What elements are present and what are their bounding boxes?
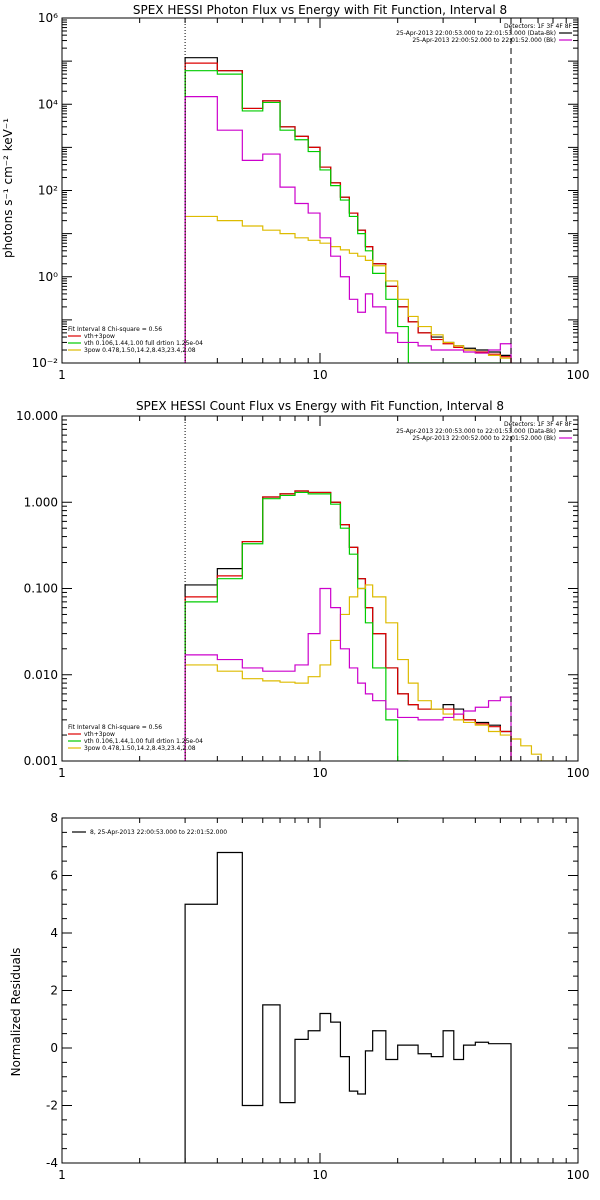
x-tick-label: 1 [58, 368, 66, 382]
x-tick-label: 10 [312, 1168, 327, 1182]
y-tick-label: 0 [50, 1041, 58, 1055]
y-tick-label: 2 [50, 984, 58, 998]
y-tick-label: 10² [38, 184, 58, 198]
legend-entry: 25-Apr-2013 22:00:53.000 to 22:01:53.000… [396, 30, 556, 37]
series-line [184, 491, 409, 761]
fit-legend-entry: vth+3pow [84, 333, 115, 340]
series-line [184, 584, 553, 761]
photon-flux-title: SPEX HESSI Photon Flux vs Energy with Fi… [133, 3, 507, 17]
fit-legend-entry: vth 0.106,1.44,1.00 full drtion 1.25e-04 [84, 340, 203, 347]
series-line [184, 490, 512, 761]
fit-legend-entry: 3pow 0.478,1.50,14.2,8.43,23.4,2.08 [84, 745, 196, 752]
series-line [184, 490, 512, 761]
fit-legend-header: Fit Interval 8 Chi-square = 0.56 [68, 724, 162, 731]
x-tick-label: 1 [58, 1168, 66, 1182]
y-tick-label: 10.000 [16, 409, 58, 423]
series-line [184, 70, 512, 363]
residuals-ylabel: Normalized Residuals [9, 948, 23, 1077]
legend-entry: 25-Apr-2013 22:00:52.000 to 22:01:52.000… [412, 37, 556, 44]
series-line [184, 96, 512, 363]
y-tick-label: 6 [50, 869, 58, 883]
photon-flux-ticks: 1 10 100 10⁶ 10⁴ 10² 10⁰ 10⁻² [32, 11, 590, 382]
y-tick-label: 8 [50, 811, 58, 825]
count-flux-frame [61, 415, 579, 762]
legend-header: Detectors: 1F 3F 4F 8F [504, 23, 573, 30]
y-tick-label: 10⁶ [38, 11, 58, 25]
y-tick-label: 10⁰ [38, 270, 58, 284]
x-tick-label: 100 [567, 766, 590, 780]
legend-entry: 25-Apr-2013 22:00:52.000 to 22:01:52.000… [412, 435, 556, 442]
y-tick-label: 0.100 [24, 582, 58, 596]
residuals-frame [61, 817, 579, 1164]
series-line [184, 851, 512, 1163]
series-line [184, 215, 512, 363]
residuals-legend: 8, 25-Apr-2013 22:00:53.000 to 22:01:52.… [72, 829, 227, 836]
residual-legend-entry: 8, 25-Apr-2013 22:00:53.000 to 22:01:52.… [90, 829, 227, 836]
fit-legend-entry: 3pow 0.478,1.50,14.2,8.43,23.4,2.08 [84, 347, 196, 354]
x-tick-label: 10 [312, 766, 327, 780]
photon-flux-vlines [184, 18, 512, 363]
legend-header: Detectors: 1F 3F 4F 8F [504, 421, 573, 428]
y-tick-label: 1.000 [24, 495, 58, 509]
photon-flux-frame [61, 17, 579, 364]
series-line [184, 587, 512, 761]
x-tick-label: 10 [312, 368, 327, 382]
y-tick-label: 0.010 [24, 668, 58, 682]
fit-legend-entry: vth+3pow [84, 731, 115, 738]
count-flux-series [184, 490, 553, 761]
residuals-panel: Normalized Residuals 1 10 100 8 6 4 2 0 -2 -4 8, … [9, 811, 589, 1182]
x-tick-label: 1 [58, 766, 66, 780]
x-tick-label: 100 [567, 1168, 590, 1182]
y-tick-label: 10⁻² [32, 356, 59, 370]
count-flux-panel: SPEX HESSI Count Flux vs Energy with Fit… [16, 399, 589, 780]
series-line [184, 57, 512, 363]
photon-flux-ylabel: photons s⁻¹ cm⁻² keV⁻¹ [1, 118, 15, 258]
y-tick-label: -2 [46, 1099, 58, 1113]
fit-legend-entry: vth 0.106,1.44,1.00 full drtion 1.25e-04 [84, 738, 203, 745]
photon-flux-panel: SPEX HESSI Photon Flux vs Energy with Fi… [1, 3, 589, 382]
count-flux-ticks: 1 10 100 10.000 1.000 0.100 0.010 0.001 [16, 409, 589, 780]
series-line [184, 62, 512, 363]
y-tick-label: 10⁴ [38, 97, 58, 111]
residuals-ticks: 1 10 100 8 6 4 2 0 -2 -4 [46, 811, 589, 1182]
y-tick-label: -4 [46, 1156, 58, 1170]
count-flux-title: SPEX HESSI Count Flux vs Energy with Fit… [136, 399, 504, 413]
legend-entry: 25-Apr-2013 22:00:53.000 to 22:01:53.000… [396, 428, 556, 435]
y-tick-label: 0.001 [24, 754, 58, 768]
count-flux-vlines [184, 416, 512, 761]
photon-flux-series [184, 57, 512, 363]
residuals-series [184, 851, 512, 1163]
y-tick-label: 4 [50, 926, 58, 940]
x-tick-label: 100 [567, 368, 590, 382]
fit-legend-header: Fit Interval 8 Chi-square = 0.56 [68, 326, 162, 333]
